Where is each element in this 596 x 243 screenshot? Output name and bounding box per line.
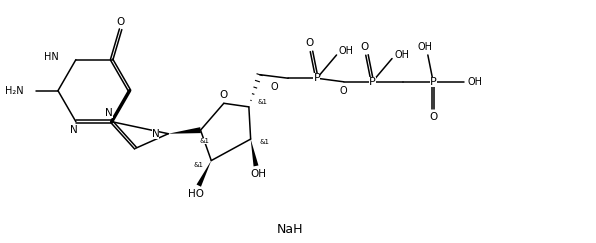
Text: N: N bbox=[105, 108, 113, 118]
Text: O: O bbox=[270, 82, 278, 92]
Text: N: N bbox=[70, 125, 77, 135]
Polygon shape bbox=[197, 161, 211, 187]
Text: &1: &1 bbox=[194, 162, 204, 167]
Polygon shape bbox=[251, 139, 259, 166]
Text: HN: HN bbox=[44, 52, 58, 62]
Text: H₂N: H₂N bbox=[5, 86, 24, 96]
Text: OH: OH bbox=[339, 46, 354, 56]
Text: O: O bbox=[116, 17, 125, 27]
Text: &1: &1 bbox=[260, 139, 269, 145]
Text: OH: OH bbox=[467, 77, 482, 87]
Text: P: P bbox=[313, 73, 320, 83]
Text: HO: HO bbox=[188, 189, 204, 199]
Text: O: O bbox=[429, 112, 437, 122]
Text: O: O bbox=[340, 86, 347, 96]
Text: OH: OH bbox=[418, 42, 433, 52]
Text: OH: OH bbox=[250, 169, 266, 179]
Text: O: O bbox=[305, 38, 313, 48]
Text: O: O bbox=[361, 42, 368, 52]
Text: O: O bbox=[220, 90, 228, 100]
Text: N: N bbox=[151, 129, 159, 139]
Text: &1: &1 bbox=[200, 138, 210, 144]
Text: &1: &1 bbox=[258, 99, 268, 105]
Text: P: P bbox=[369, 77, 375, 87]
Polygon shape bbox=[168, 127, 201, 134]
Text: NaH: NaH bbox=[277, 223, 303, 236]
Text: P: P bbox=[430, 77, 437, 87]
Text: OH: OH bbox=[395, 50, 409, 60]
